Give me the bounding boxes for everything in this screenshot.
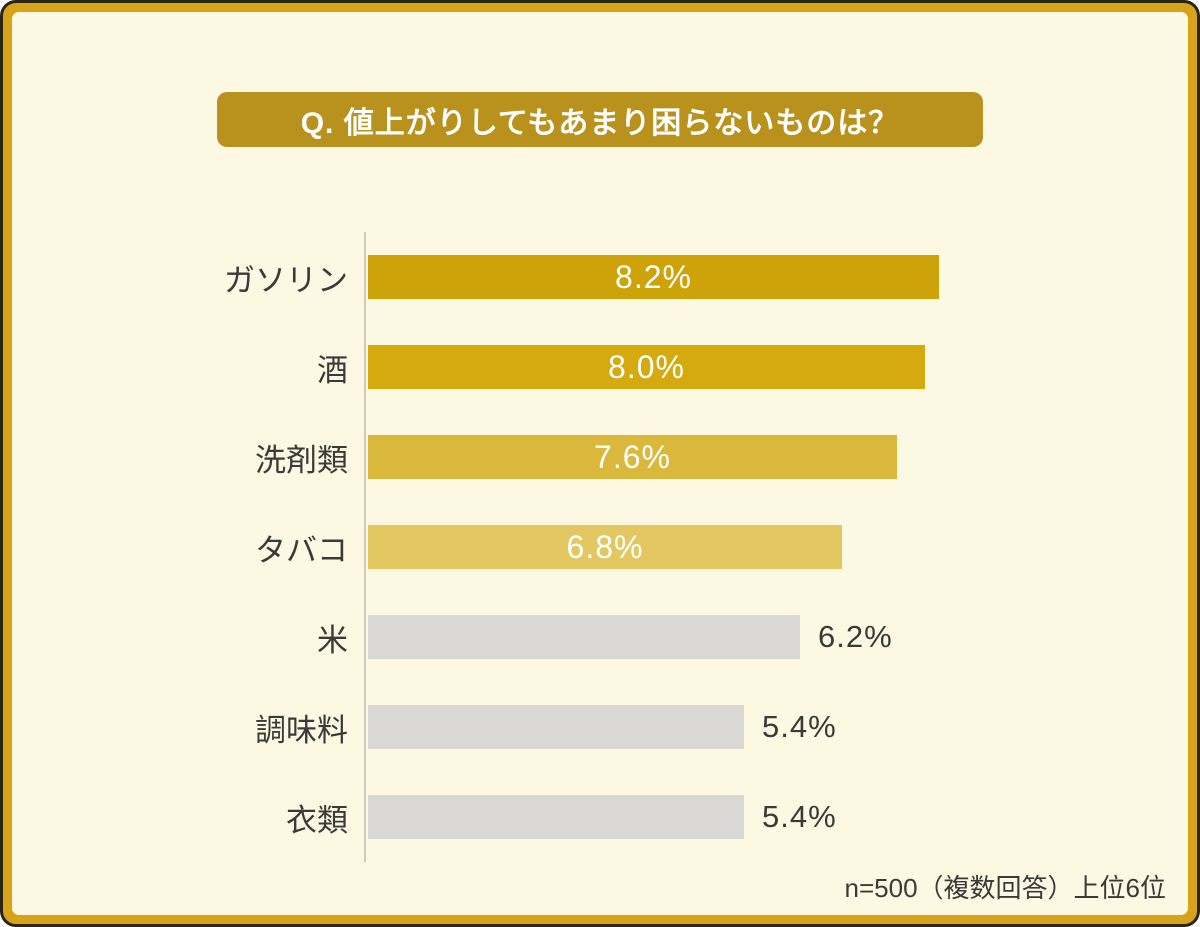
sample-size-footnote: n=500（複数回答）上位6位 bbox=[844, 873, 1166, 903]
bar-row: 洗剤類 7.6% bbox=[12, 412, 1188, 502]
bar: 7.6% bbox=[368, 435, 897, 479]
bar-zone: 8.0% bbox=[364, 322, 1188, 412]
bar: 6.8% bbox=[368, 525, 842, 569]
value-label: 5.4% bbox=[762, 709, 837, 744]
bar-row: 衣類 5.4% bbox=[12, 772, 1188, 862]
category-label: 調味料 bbox=[255, 712, 348, 748]
bar-zone: 8.2% bbox=[364, 232, 1188, 322]
category-label: 酒 bbox=[317, 352, 348, 388]
value-label: 8.2% bbox=[615, 258, 692, 295]
bar bbox=[368, 795, 744, 839]
bar-row: タバコ 6.8% bbox=[12, 502, 1188, 592]
bar: 8.2% bbox=[368, 255, 939, 299]
bar bbox=[368, 705, 744, 749]
bar-zone: 6.2% bbox=[364, 592, 1188, 682]
category-label: 洗剤類 bbox=[255, 442, 348, 478]
category-label: 衣類 bbox=[286, 802, 348, 838]
question-title-banner: Q. 値上がりしてもあまり困らないものは？ bbox=[217, 92, 983, 147]
bar-zone: 5.4% bbox=[364, 682, 1188, 772]
value-label: 8.0% bbox=[608, 348, 685, 385]
value-label: 5.4% bbox=[762, 799, 837, 834]
bar-zone: 7.6% bbox=[364, 412, 1188, 502]
bar-row: ガソリン 8.2% bbox=[12, 232, 1188, 322]
bar-row: 調味料 5.4% bbox=[12, 682, 1188, 772]
bar-chart: ガソリン 8.2% 酒 8.0% 洗剤類 7.6% タバコ 6.8% 米 6.2% 調味料 5.4% 衣… bbox=[12, 232, 1188, 862]
category-label: タバコ bbox=[255, 532, 348, 568]
bar: 8.0% bbox=[368, 345, 925, 389]
bar-chart-rows: ガソリン 8.2% 酒 8.0% 洗剤類 7.6% タバコ 6.8% 米 6.2% 調味料 5.4% 衣… bbox=[12, 232, 1188, 862]
bar bbox=[368, 615, 800, 659]
chart-canvas: Q. 値上がりしてもあまり困らないものは？ ガソリン 8.2% 酒 8.0% 洗剤類 7.… bbox=[12, 12, 1188, 915]
bar-zone: 6.8% bbox=[364, 502, 1188, 592]
value-label: 7.6% bbox=[594, 438, 671, 475]
category-label: 米 bbox=[317, 622, 348, 658]
bar-row: 米 6.2% bbox=[12, 592, 1188, 682]
bar-zone: 5.4% bbox=[364, 772, 1188, 862]
category-label: ガソリン bbox=[224, 262, 348, 298]
value-label: 6.8% bbox=[566, 528, 644, 565]
value-label: 6.2% bbox=[818, 619, 893, 654]
bar-row: 酒 8.0% bbox=[12, 322, 1188, 412]
